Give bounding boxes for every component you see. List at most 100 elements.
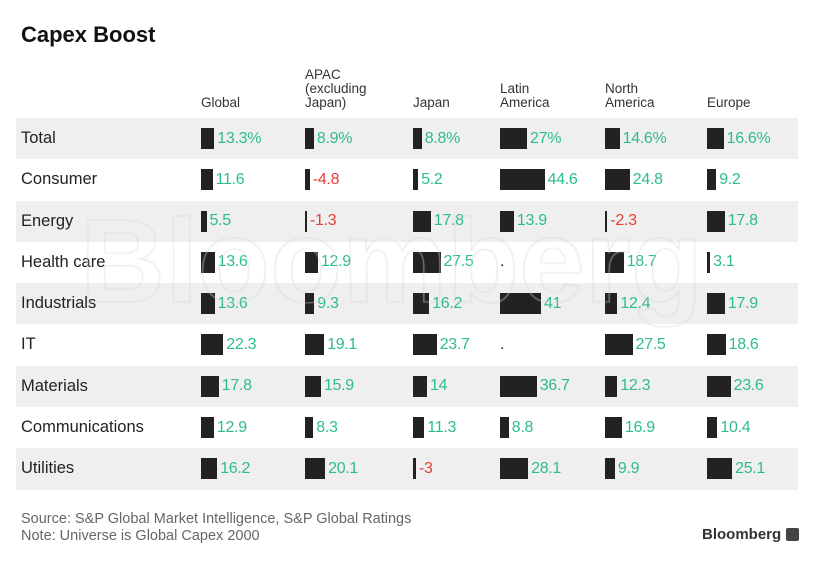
row-label: Communications — [21, 418, 144, 437]
table-cell: 17.8 — [413, 210, 464, 232]
value-label: 23.6 — [733, 377, 764, 395]
table-cell: -4.8 — [305, 169, 340, 191]
value-bar — [413, 128, 422, 149]
footer: Source: S&P Global Market Intelligence, … — [21, 511, 411, 545]
value-bar — [707, 128, 724, 149]
value-label: 24.8 — [632, 170, 663, 188]
value-bar — [413, 458, 416, 480]
value-bar — [201, 417, 214, 439]
table-cell: 8.3 — [305, 417, 338, 439]
value-label: 9.9 — [617, 459, 640, 477]
value-bar — [413, 417, 425, 439]
table-cell: 23.6 — [707, 375, 764, 397]
value-bar — [707, 375, 731, 397]
value-label: 44.6 — [547, 170, 578, 188]
table-cell: 13.9 — [500, 210, 547, 232]
value-label: 25.1 — [735, 459, 766, 477]
value-label: 19.1 — [327, 335, 358, 353]
value-bar — [707, 417, 718, 439]
value-label: 11.6 — [215, 170, 245, 188]
value-bar — [500, 293, 541, 315]
value-bar — [305, 334, 325, 356]
value-label: 8.3 — [316, 418, 338, 436]
table-cell: 9.2 — [707, 169, 741, 191]
table-cell: 11.3 — [413, 417, 456, 439]
value-label: -4.8 — [312, 170, 340, 188]
table-cell: 18.6 — [707, 334, 759, 356]
row-label: Materials — [21, 376, 88, 395]
value-bar — [605, 210, 608, 232]
value-bar — [605, 251, 624, 273]
value-bar — [305, 169, 310, 191]
value-label: 12.3 — [620, 377, 651, 395]
table-cell: 11.6 — [201, 169, 245, 191]
value-bar — [707, 334, 726, 356]
value-label: 18.6 — [728, 335, 759, 353]
table-cell: 14 — [413, 375, 448, 397]
table-cell: 27.5 — [413, 251, 474, 273]
value-label: -2.3 — [610, 212, 637, 230]
table-cell: 16.6% — [707, 128, 771, 149]
value-bar — [500, 210, 514, 232]
table-row: IT 22.3 19.1 23.7. 27.5 18.6 — [16, 324, 798, 365]
value-bar — [605, 458, 615, 480]
bloomberg-chart-icon — [786, 528, 800, 541]
value-bar — [500, 458, 529, 480]
value-label: 27.5 — [443, 253, 474, 271]
table-cell: 22.3 — [201, 334, 257, 356]
table-cell: 17.8 — [201, 375, 252, 397]
value-label: 20.1 — [328, 459, 359, 477]
table-row: Industrials 13.6 9.3 16.2 41 12.4 17.9 — [16, 283, 798, 325]
value-bar — [305, 251, 318, 273]
value-bar — [707, 169, 717, 191]
table-cell: 41 — [500, 293, 562, 315]
value-label: 5.5 — [209, 212, 232, 230]
table-cell: 9.9 — [605, 458, 640, 480]
table-cell: 5.5 — [201, 210, 232, 232]
value-label: 13.9 — [516, 212, 547, 230]
value-bar — [500, 128, 527, 149]
table-cell: 14.6% — [605, 128, 667, 149]
value-bar — [707, 458, 733, 480]
value-label: 27% — [530, 129, 562, 147]
table-cell: 44.6 — [500, 169, 578, 191]
value-label: 28.1 — [531, 459, 562, 477]
column-headers: Global APAC (excluding Japan) Japan Latin Amer… — [0, 60, 814, 110]
value-label: 16.2 — [432, 294, 463, 312]
table-cell: 16.2 — [413, 293, 463, 315]
value-bar — [305, 417, 314, 439]
value-label: 13.6 — [217, 294, 248, 312]
table-cell: -3 — [413, 458, 433, 480]
table-cell: 13.6 — [201, 251, 248, 273]
table-cell: 10.4 — [707, 417, 751, 439]
value-bar — [201, 169, 213, 191]
value-label: 8.8 — [511, 418, 534, 436]
value-label: 13.3% — [217, 129, 262, 147]
bloomberg-logo: Bloomberg — [702, 526, 800, 543]
row-label: Industrials — [21, 294, 97, 313]
value-label: 17.8 — [221, 377, 252, 395]
value-bar — [305, 128, 314, 149]
value-bar — [707, 251, 711, 273]
value-label: . — [500, 335, 505, 353]
table-cell: 13.6 — [201, 293, 248, 315]
value-label: 17.8 — [433, 212, 464, 230]
column-header: North America — [605, 81, 655, 110]
value-bar — [413, 169, 419, 191]
column-header: Europe — [707, 95, 751, 110]
value-bar — [305, 293, 315, 315]
table-cell: 27% — [500, 128, 561, 149]
table-cell: 25.1 — [707, 458, 766, 480]
table-cell: 12.4 — [605, 293, 651, 315]
row-label: Total — [21, 129, 56, 147]
row-label: Consumer — [21, 170, 98, 189]
value-label: 41 — [544, 294, 562, 312]
table-cell: 9.3 — [305, 293, 339, 315]
value-bar — [707, 210, 725, 232]
table-row: Total 13.3% 8.9% 8.8% 27% 14.6% 16.6% — [16, 118, 798, 160]
table-cell: 19.1 — [305, 334, 358, 356]
value-bar — [305, 210, 307, 232]
universe-note: Note: Universe is Global Capex 2000 — [21, 528, 260, 544]
table-cell: 12.9 — [201, 417, 247, 439]
table-cell: 18.7 — [605, 251, 657, 273]
